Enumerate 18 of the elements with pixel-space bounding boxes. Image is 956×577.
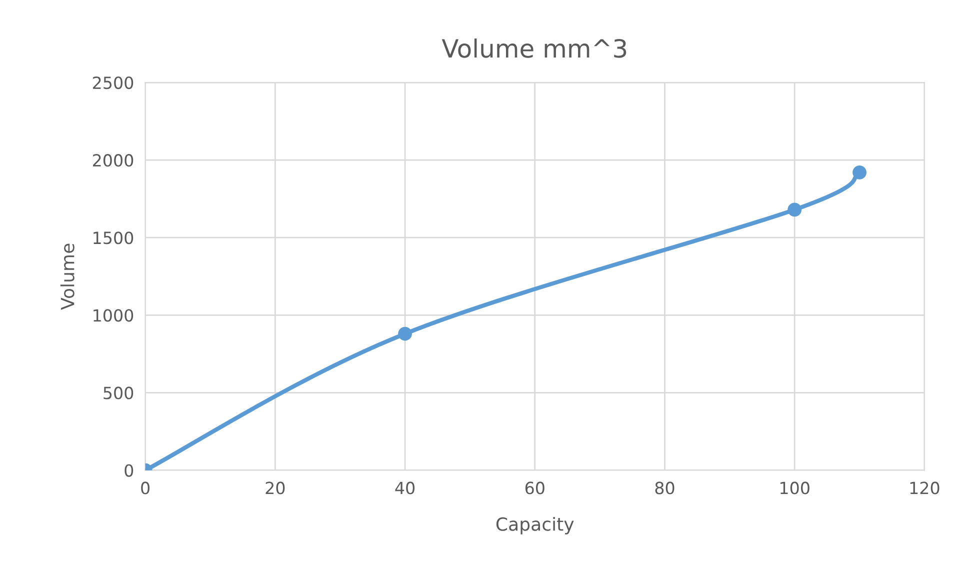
x-tick-label: 80 [655, 482, 674, 494]
x-axis-title: Capacity [496, 516, 574, 534]
x-tick-label: 20 [266, 482, 285, 494]
chart-title: Volume mm^3 [442, 38, 626, 58]
y-tick-label: 500 [104, 386, 134, 400]
y-tick-label: 1000 [94, 309, 134, 322]
y-tick-label: 0 [124, 464, 134, 477]
y-tick-label: 2000 [93, 154, 134, 167]
y-axis-title: Volume [60, 244, 74, 310]
x-tick-label: 40 [395, 482, 415, 494]
y-tick-label: 2500 [93, 76, 134, 90]
point [852, 166, 866, 180]
x-tick-label: 0 [141, 482, 150, 494]
x-tick-label: 60 [525, 482, 544, 494]
x-tick-label: 120 [910, 482, 940, 494]
x-tick-label: 100 [780, 482, 810, 494]
y-tick-label: 1500 [94, 232, 134, 244]
point [788, 202, 802, 217]
